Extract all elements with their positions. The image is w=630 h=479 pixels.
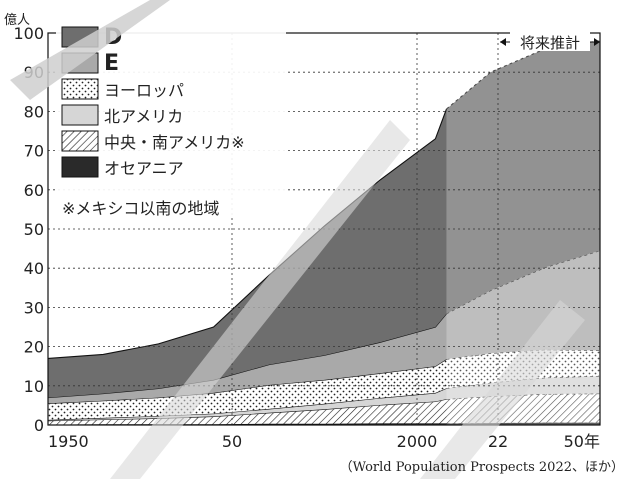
- y-tick-label: 0: [34, 416, 44, 435]
- area-2: [48, 393, 600, 425]
- y-tick-label: 20: [24, 338, 44, 357]
- projection-label-bg: [510, 31, 590, 51]
- y-tick-label: 80: [24, 102, 44, 121]
- legend-swatch: [61, 130, 99, 152]
- legend-swatch: [61, 78, 99, 100]
- legend-note: ※メキシコ以南の地域: [62, 199, 219, 218]
- x-tick-label: 2000: [397, 432, 438, 451]
- y-axis-unit: 億人: [4, 12, 30, 28]
- x-tick-label: 50: [222, 432, 242, 451]
- axis-frame: [47, 32, 601, 426]
- y-tick-label: 40: [24, 259, 44, 278]
- legend-label: 中央・南アメリカ※: [104, 133, 245, 152]
- watermark-stroke: [110, 120, 410, 479]
- x-tick-label: 1950: [48, 432, 89, 451]
- watermark: [10, 0, 585, 479]
- area-3: [48, 376, 600, 421]
- area-5: [48, 250, 600, 404]
- watermark-stroke: [10, 0, 170, 100]
- legend-label: E: [104, 51, 119, 76]
- y-tick-label: 100: [13, 24, 44, 43]
- legend-swatch: [61, 104, 99, 126]
- legend-swatch: [61, 156, 99, 178]
- y-tick-label: 50: [24, 220, 44, 239]
- legend-label: ヨーロッパ: [104, 81, 184, 100]
- plot-border: [47, 32, 601, 426]
- x-tick-label: 50年: [564, 432, 600, 451]
- projection-label: 将来推計: [520, 34, 580, 52]
- y-tick-label: 30: [24, 298, 44, 317]
- y-tick-label: 10: [24, 377, 44, 396]
- watermark-stroke: [420, 300, 585, 479]
- legend-label: オセアニア: [104, 159, 184, 178]
- projection-arrow-right: [594, 38, 600, 46]
- x-tick-label: 22: [488, 432, 508, 451]
- y-tick-label: 60: [24, 181, 44, 200]
- legend-label: 北アメリカ: [104, 107, 183, 126]
- y-tick-label: 70: [24, 142, 44, 161]
- projection-arrow-left: [500, 38, 506, 46]
- area-6: [48, 40, 600, 398]
- source-note: （World Population Prospects 2022、ほか）: [339, 460, 624, 475]
